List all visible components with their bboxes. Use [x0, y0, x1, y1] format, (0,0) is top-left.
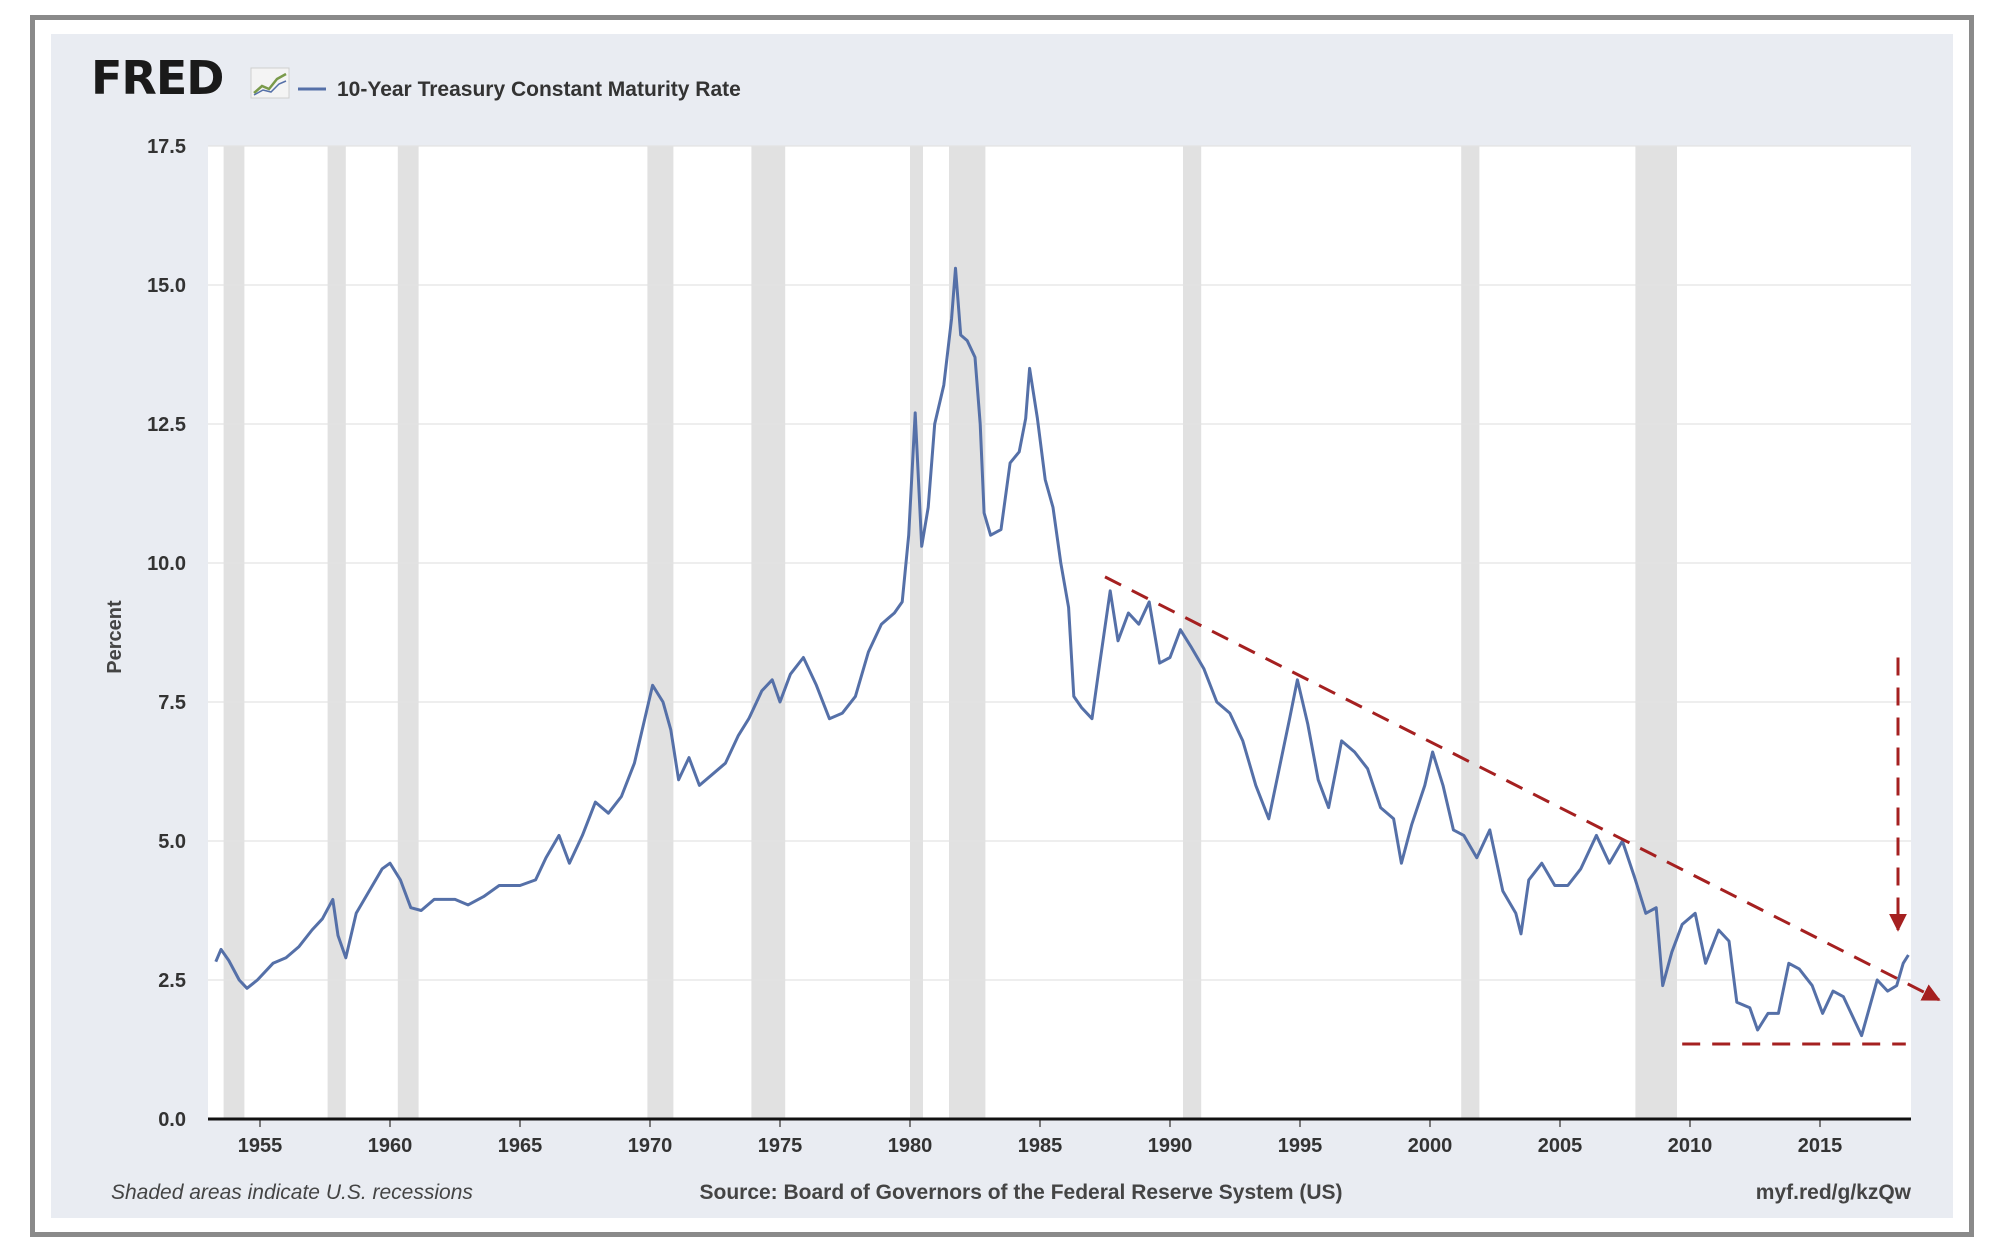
x-tick-label: 1960 [368, 1135, 413, 1157]
recession-band [751, 146, 786, 1119]
y-tick-label: 10.0 [147, 553, 186, 575]
legend-label[interactable]: 10-Year Treasury Constant Maturity Rate [337, 78, 741, 101]
x-tick-label: 1965 [498, 1135, 543, 1157]
x-tick-label: 1990 [1148, 1135, 1193, 1157]
x-tick-label: 1995 [1278, 1135, 1323, 1157]
x-tick-label: 1955 [238, 1135, 283, 1157]
x-tick-label: 1985 [1018, 1135, 1063, 1157]
recession-band [397, 146, 419, 1119]
y-tick-label: 12.5 [147, 414, 186, 436]
recession-band [1635, 146, 1677, 1119]
x-tick-label: 1970 [628, 1135, 673, 1157]
x-tick-label: 2005 [1538, 1135, 1583, 1157]
y-tick-label: 17.5 [147, 136, 186, 158]
recession-band [1183, 146, 1202, 1119]
recession-band [223, 146, 245, 1119]
plot-area [208, 146, 1911, 1119]
y-tick-label: 5.0 [158, 831, 186, 853]
y-axis-ticks: 0.0 2.5 5.0 7.5 10.0 12.5 15.0 17.5 [147, 136, 186, 1131]
y-axis-label: Percent [104, 600, 126, 674]
y-tick-label: 2.5 [158, 970, 186, 992]
y-tick-label: 0.0 [158, 1109, 186, 1131]
annotations [1104, 575, 1941, 1046]
chart: FRED 10-Year Treasury Constant Maturity … [91, 51, 1941, 1204]
short-url-link[interactable]: myf.red/g/kzQw [1756, 1181, 1912, 1204]
recession-band [647, 146, 674, 1119]
fred-logo[interactable]: FRED [91, 51, 224, 105]
y-tick-label: 7.5 [158, 692, 186, 714]
series-line [214, 266, 1910, 1038]
x-tick-label: 2010 [1668, 1135, 1713, 1157]
trendline-arrow [1104, 575, 1941, 1002]
trend-chart-icon [250, 67, 290, 99]
x-tick-label: 2015 [1798, 1135, 1843, 1157]
recession-bands [223, 146, 1677, 1119]
x-tick-label: 2000 [1408, 1135, 1453, 1157]
x-tick-label: 1980 [888, 1135, 933, 1157]
chart-panel: FRED 10-Year Treasury Constant Maturity … [51, 34, 1953, 1218]
x-tick-label: 1975 [758, 1135, 803, 1157]
recession-band [1461, 146, 1480, 1119]
x-axis-ticks: 1955 1960 1965 1970 1975 1980 1985 1990 1995 2000… [238, 1119, 1843, 1157]
source-note: Source: Board of Governors of the Federa… [699, 1181, 1342, 1204]
y-tick-label: 15.0 [147, 275, 186, 297]
recession-band [949, 146, 986, 1119]
recession-band [910, 146, 923, 1119]
chart-frame: FRED 10-Year Treasury Constant Maturity … [30, 15, 1974, 1237]
series-layer [214, 266, 1910, 1038]
recession-band [327, 146, 346, 1119]
recession-note: Shaded areas indicate U.S. recessions [111, 1181, 473, 1204]
